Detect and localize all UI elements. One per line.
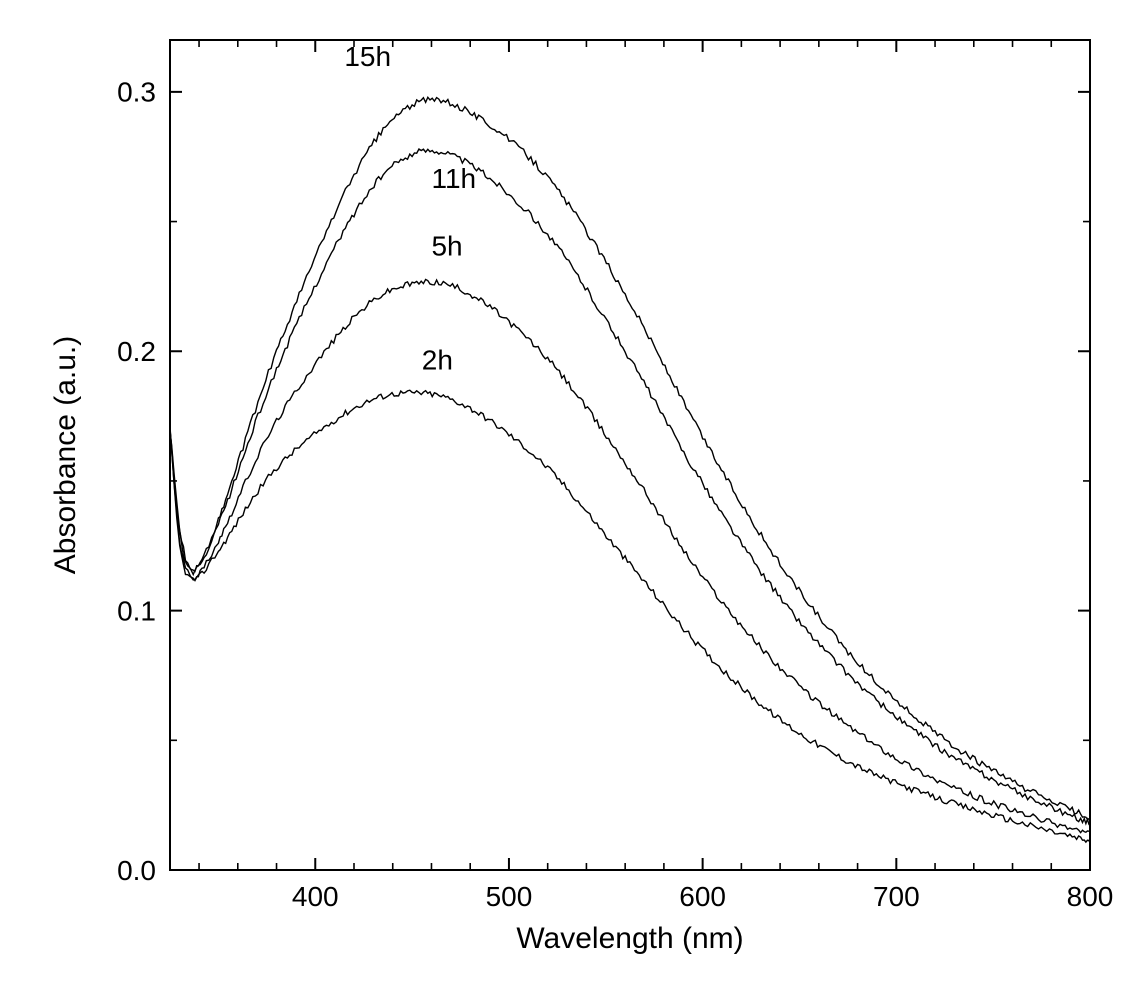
x-tick-label: 500 [486,881,533,912]
y-tick-label: 0.2 [117,336,156,367]
series-line [170,97,1090,821]
chart-svg: 400 500 600 700 800 0.0 0.1 0.2 0.3 Wavelength (n… [0,0,1126,982]
series-line [170,390,1090,842]
y-axis-label: Absorbance (a.u.) [49,336,82,574]
x-tick-label: 800 [1067,881,1114,912]
absorbance-chart: 400 500 600 700 800 0.0 0.1 0.2 0.3 Wavelength (n… [0,0,1126,982]
x-axis-label: Wavelength (nm) [516,922,743,955]
series-label: 15h [344,41,391,72]
x-tick-label: 400 [292,881,339,912]
x-tick-label: 700 [873,881,920,912]
y-tick-label: 0.3 [117,77,156,108]
series-line [170,279,1090,832]
series-label: 11h [431,163,476,194]
y-tick-label: 0.1 [117,595,156,626]
series-label: 5h [431,230,462,261]
series-line [170,149,1090,824]
y-tick-label: 0.0 [117,855,156,886]
x-tick-label: 600 [679,881,726,912]
series-label: 2h [422,344,453,375]
